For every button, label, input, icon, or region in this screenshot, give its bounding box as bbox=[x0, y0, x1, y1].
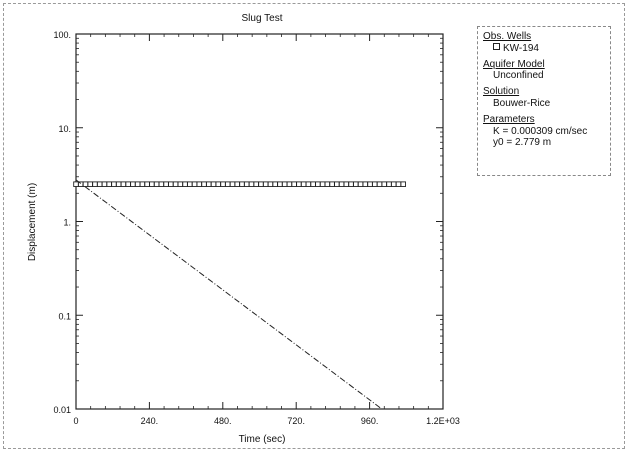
legend-solution-heading: Solution bbox=[483, 86, 520, 98]
observation-point bbox=[106, 181, 112, 187]
observation-point bbox=[125, 181, 131, 187]
x-tick-label: 720. bbox=[287, 416, 305, 426]
observation-point bbox=[281, 181, 288, 187]
observation-point bbox=[87, 181, 93, 187]
observation-point bbox=[229, 181, 236, 187]
observation-point bbox=[267, 181, 274, 187]
y-tick-label: 100. bbox=[53, 30, 71, 40]
legend-param-k: K = 0.000309 cm/sec bbox=[493, 125, 588, 137]
observation-point bbox=[206, 181, 212, 187]
legend-aquifer-model-heading: Aquifer Model bbox=[483, 58, 545, 70]
observation-point bbox=[348, 181, 354, 187]
x-tick-label: 960. bbox=[361, 416, 379, 426]
observation-point bbox=[338, 181, 345, 187]
observation-point bbox=[277, 181, 283, 187]
observation-point bbox=[130, 181, 136, 187]
observation-point bbox=[357, 181, 364, 187]
observation-point bbox=[343, 181, 350, 187]
observation-point bbox=[210, 181, 217, 187]
observation-point bbox=[153, 181, 160, 187]
observation-point bbox=[144, 181, 150, 187]
legend-obs-well-entry: KW-194 bbox=[483, 42, 605, 55]
observation-point bbox=[215, 181, 222, 187]
observation-point bbox=[376, 181, 383, 187]
observation-point bbox=[400, 181, 406, 187]
observation-point bbox=[201, 181, 207, 187]
observation-point bbox=[272, 181, 278, 187]
observation-point bbox=[286, 181, 293, 187]
observation-point bbox=[163, 181, 169, 187]
x-tick-label: 480. bbox=[214, 416, 232, 426]
x-axis-label: Time (sec) bbox=[239, 434, 286, 445]
legend-aquifer-model-value: Unconfined bbox=[493, 70, 544, 82]
observation-point bbox=[182, 181, 188, 187]
legend-panel: Obs. Wells KW-194 Aquifer Model Unconfin… bbox=[477, 26, 611, 176]
chart-title: Slug Test bbox=[242, 13, 283, 24]
observation-point bbox=[329, 181, 335, 187]
observation-point bbox=[391, 181, 397, 187]
observation-point bbox=[367, 181, 373, 187]
observation-point bbox=[315, 181, 321, 187]
observation-point bbox=[300, 181, 307, 187]
observation-point bbox=[258, 181, 264, 187]
observation-point bbox=[191, 181, 198, 187]
observation-point bbox=[243, 181, 250, 187]
y-tick-label: 0.01 bbox=[53, 405, 71, 415]
observation-point bbox=[310, 181, 316, 187]
window-frame bbox=[3, 3, 625, 449]
observation-point bbox=[362, 181, 369, 187]
x-tick-label: 0 bbox=[73, 416, 78, 426]
x-tick-label: 1.2E+03 bbox=[426, 416, 460, 426]
observation-point bbox=[262, 181, 269, 187]
observation-point bbox=[115, 181, 122, 187]
observation-point bbox=[149, 181, 155, 187]
observation-point bbox=[386, 181, 392, 187]
y-axis-label: Displacement (m) bbox=[27, 183, 38, 261]
observation-point bbox=[172, 181, 179, 187]
legend-solution-value: Bouwer-Rice bbox=[493, 97, 551, 109]
observation-point bbox=[92, 181, 98, 187]
observation-point bbox=[82, 181, 89, 187]
observation-point bbox=[248, 181, 255, 187]
observation-point bbox=[372, 181, 378, 187]
observation-point bbox=[139, 181, 146, 187]
observation-point bbox=[111, 181, 117, 187]
observation-point bbox=[381, 181, 388, 187]
legend-obs-well-name: KW-194 bbox=[503, 42, 539, 54]
observation-point bbox=[324, 181, 331, 187]
x-tick-label: 240. bbox=[141, 416, 159, 426]
observation-point bbox=[239, 181, 245, 187]
observation-point bbox=[296, 181, 302, 187]
observation-point bbox=[319, 181, 326, 187]
observation-point bbox=[120, 181, 127, 187]
legend-param-y0: y0 = 2.779 m bbox=[493, 137, 552, 149]
y-tick-label: 1. bbox=[63, 218, 71, 228]
square-marker-icon bbox=[493, 42, 500, 50]
observation-point bbox=[334, 181, 340, 187]
observation-point bbox=[234, 181, 240, 187]
observation-point bbox=[291, 181, 297, 187]
legend-obs-wells-heading: Obs. Wells bbox=[483, 31, 532, 42]
observation-point bbox=[96, 181, 103, 187]
y-tick-label: 10. bbox=[58, 124, 71, 134]
observation-point bbox=[220, 181, 226, 187]
observation-point bbox=[168, 181, 174, 187]
observation-point bbox=[158, 181, 165, 187]
y-tick-label: 0.1 bbox=[58, 311, 71, 321]
observation-point bbox=[187, 181, 193, 187]
observation-point bbox=[225, 181, 231, 187]
observation-point bbox=[134, 181, 141, 187]
observation-point bbox=[101, 181, 108, 187]
observation-point bbox=[177, 181, 184, 187]
observation-point bbox=[196, 181, 203, 187]
bouwer-rice-fit-line bbox=[75, 179, 383, 410]
observation-point bbox=[353, 181, 359, 187]
observation-point bbox=[73, 181, 79, 187]
observation-point bbox=[253, 181, 259, 187]
legend-parameters-heading: Parameters bbox=[483, 113, 535, 125]
observation-point bbox=[395, 181, 402, 187]
observation-point bbox=[305, 181, 312, 187]
